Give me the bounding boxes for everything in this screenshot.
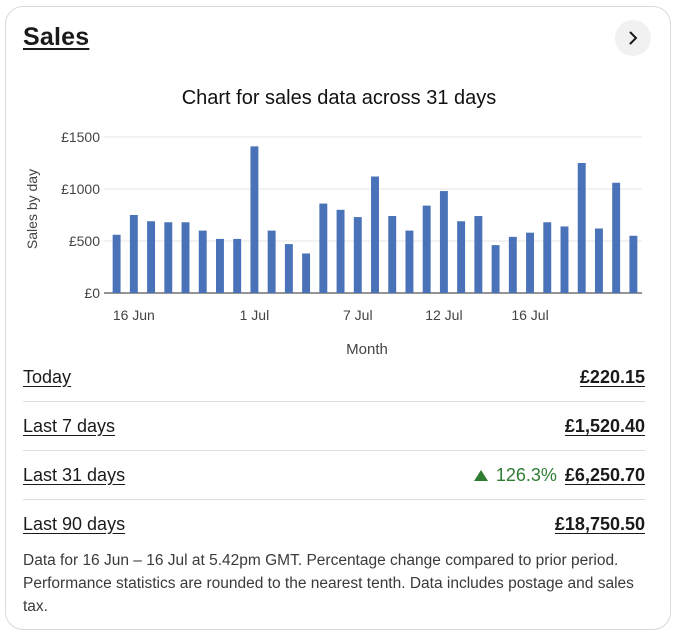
chart-bar[interactable] bbox=[526, 232, 534, 293]
chart-bar[interactable] bbox=[594, 228, 603, 293]
sales-bar-chart: Chart for sales data across 31 days Sale… bbox=[24, 87, 642, 358]
chart-bar[interactable] bbox=[216, 238, 224, 293]
chart-bar[interactable] bbox=[129, 215, 138, 293]
chart-bar[interactable] bbox=[457, 221, 466, 293]
chart-bar[interactable] bbox=[388, 216, 397, 293]
chart-bar[interactable] bbox=[181, 222, 190, 293]
chart-x-tick-label: 1 Jul bbox=[240, 307, 270, 323]
chart-bar[interactable] bbox=[233, 238, 242, 293]
chart-bar[interactable] bbox=[267, 230, 276, 293]
card-title[interactable]: Sales bbox=[23, 23, 90, 51]
chart-x-ticks: 16 Jun 1 Jul 7 Jul 12 Jul 16 Jul bbox=[113, 307, 549, 323]
chart-bar[interactable] bbox=[164, 222, 173, 293]
chart-y-axis-label: Sales by day bbox=[24, 169, 40, 249]
chart-bar[interactable] bbox=[629, 235, 638, 293]
chart-y-tick-label: £1500 bbox=[61, 129, 100, 145]
chart-x-tick-label: 16 Jul bbox=[511, 307, 548, 323]
stat-value-today[interactable]: £220.15 bbox=[579, 366, 645, 387]
chart-bar[interactable] bbox=[319, 203, 328, 293]
chart-bar[interactable] bbox=[147, 221, 156, 293]
chart-bar[interactable] bbox=[198, 230, 207, 293]
chart-bar[interactable] bbox=[371, 176, 379, 293]
stat-value-last-31-days[interactable]: £6,250.70 bbox=[564, 464, 645, 485]
chart-title: Chart for sales data across 31 days bbox=[182, 87, 497, 109]
chart-bar[interactable] bbox=[577, 163, 586, 293]
chart-x-tick-label: 7 Jul bbox=[343, 307, 373, 323]
triangle-up-icon bbox=[473, 469, 488, 481]
percent-change-value: 126.3% bbox=[495, 464, 557, 485]
stat-row-last-31-days: Last 31 days 126.3% £6,250.70 bbox=[23, 451, 645, 500]
chart-x-tick-label: 16 Jun bbox=[113, 307, 155, 323]
chart-bar[interactable] bbox=[422, 205, 431, 293]
chart-bar[interactable] bbox=[439, 191, 448, 293]
stat-value-last-90-days[interactable]: £18,750.50 bbox=[554, 513, 645, 534]
chevron-right-icon bbox=[629, 31, 637, 45]
chart-x-tick-label: 12 Jul bbox=[425, 307, 462, 323]
chart-bar[interactable] bbox=[302, 253, 311, 293]
sales-stats: Today £220.15 Last 7 days £1,520.40 Last… bbox=[23, 353, 645, 548]
stat-label-last-7-days[interactable]: Last 7 days bbox=[23, 415, 116, 436]
stat-label-last-31-days[interactable]: Last 31 days bbox=[23, 464, 126, 485]
stat-row-last-7-days: Last 7 days £1,520.40 bbox=[23, 402, 645, 451]
stat-value-last-7-days[interactable]: £1,520.40 bbox=[564, 415, 645, 436]
stat-label-today[interactable]: Today bbox=[23, 366, 72, 387]
percent-change: 126.3% bbox=[473, 464, 557, 486]
stat-row-today: Today £220.15 bbox=[23, 353, 645, 402]
stat-label-last-90-days[interactable]: Last 90 days bbox=[23, 513, 126, 534]
chart-bar[interactable] bbox=[560, 226, 569, 293]
chart-x-axis-label: Month bbox=[346, 341, 388, 358]
chart-bar[interactable] bbox=[250, 146, 259, 293]
sales-chart: Chart for sales data across 31 days Sale… bbox=[6, 77, 672, 367]
chart-bar[interactable] bbox=[491, 245, 500, 293]
chart-y-tick-label: £1000 bbox=[61, 181, 100, 197]
footnote: Data for 16 Jun – 16 Jul at 5.42pm GMT. … bbox=[23, 552, 634, 615]
stat-row-last-90-days: Last 90 days £18,750.50 bbox=[23, 500, 645, 548]
chart-y-tick-label: £0 bbox=[84, 285, 100, 301]
chart-bars bbox=[112, 146, 638, 293]
chart-bar[interactable] bbox=[543, 222, 552, 293]
chart-bar[interactable] bbox=[405, 230, 414, 293]
chart-bar[interactable] bbox=[612, 182, 621, 293]
chart-y-ticks: £0 £500 £1000 £1500 bbox=[61, 129, 100, 301]
chart-bar[interactable] bbox=[112, 234, 121, 293]
chart-y-tick-label: £500 bbox=[69, 233, 100, 249]
chart-bar[interactable] bbox=[336, 209, 345, 293]
chart-bar[interactable] bbox=[284, 244, 293, 293]
next-button[interactable] bbox=[615, 20, 651, 56]
chart-bar[interactable] bbox=[508, 236, 517, 293]
chart-bar[interactable] bbox=[353, 217, 362, 293]
sales-card: Sales Chart for sales data across 31 day… bbox=[5, 6, 671, 630]
chart-bar[interactable] bbox=[474, 216, 483, 293]
